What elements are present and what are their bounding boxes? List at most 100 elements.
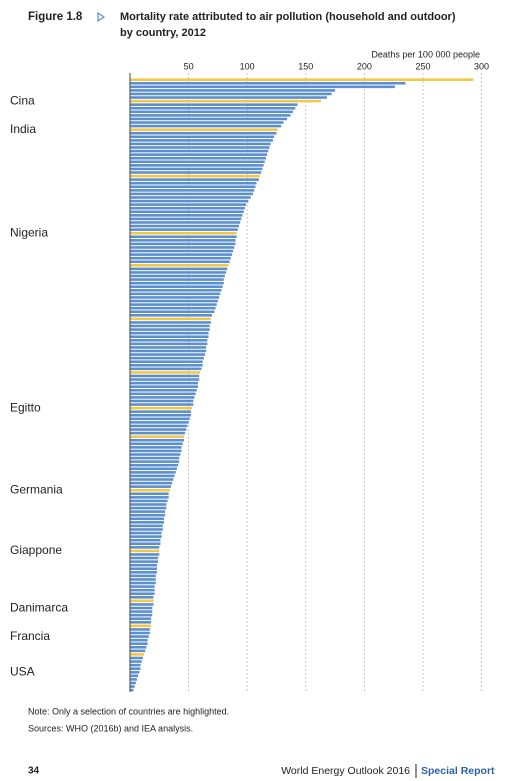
figure-marker xyxy=(97,11,106,23)
bar xyxy=(130,303,217,306)
bar xyxy=(130,178,259,181)
bar xyxy=(130,342,208,346)
bar xyxy=(130,592,155,596)
bar xyxy=(130,149,269,153)
bar xyxy=(130,156,266,160)
bar xyxy=(130,538,161,542)
bar xyxy=(130,410,191,413)
bar xyxy=(130,103,298,106)
bar xyxy=(130,685,135,688)
bar xyxy=(130,214,243,217)
bar xyxy=(130,181,257,185)
bar xyxy=(130,424,188,428)
bar xyxy=(130,292,221,296)
bar xyxy=(130,631,150,635)
bar xyxy=(130,124,282,128)
chart-title: by country, 2012 xyxy=(120,27,206,39)
bar xyxy=(130,613,153,617)
bar xyxy=(130,506,167,510)
bar xyxy=(130,96,327,99)
bar xyxy=(130,638,148,642)
category-label: Francia xyxy=(10,629,50,643)
bar xyxy=(130,406,193,410)
bar xyxy=(130,581,156,585)
bar xyxy=(130,585,155,588)
bar xyxy=(130,167,263,171)
bar xyxy=(130,338,208,342)
bar xyxy=(130,667,141,670)
bar xyxy=(130,264,229,267)
bar xyxy=(130,549,160,553)
bar xyxy=(130,388,197,392)
bar xyxy=(130,674,139,678)
bar xyxy=(130,624,152,628)
bar xyxy=(130,81,406,85)
bar xyxy=(130,260,230,264)
bar xyxy=(130,331,209,335)
category-label: India xyxy=(10,122,36,136)
bar xyxy=(130,392,196,396)
bar xyxy=(130,571,157,574)
bar xyxy=(130,653,145,656)
bar xyxy=(130,306,216,310)
bar xyxy=(130,92,332,96)
bar xyxy=(130,78,474,81)
bar xyxy=(130,385,198,388)
bar xyxy=(130,435,184,438)
bar xyxy=(130,456,180,460)
bar xyxy=(130,438,184,442)
bar xyxy=(130,431,186,435)
bar xyxy=(130,649,146,653)
bar xyxy=(130,510,166,513)
bar xyxy=(130,121,284,124)
bar xyxy=(130,488,170,492)
bar xyxy=(130,285,223,289)
bar xyxy=(130,531,162,535)
bar xyxy=(130,217,242,221)
bar xyxy=(130,274,225,278)
bar xyxy=(130,503,167,506)
bar xyxy=(130,153,268,156)
bar xyxy=(130,553,160,556)
bar xyxy=(130,281,224,285)
bar xyxy=(130,224,239,228)
x-tick-label: 300 xyxy=(474,61,489,71)
bar xyxy=(130,588,155,592)
bar xyxy=(130,267,228,271)
bar xyxy=(130,574,156,578)
figure-label: Figure 1.8 xyxy=(28,11,83,23)
bar xyxy=(130,378,200,381)
bar xyxy=(130,114,291,117)
bar xyxy=(130,278,224,281)
x-tick-label: 100 xyxy=(240,61,255,71)
chart-title: Mortality rate attributed to air polluti… xyxy=(120,11,456,23)
x-axis-label: Deaths per 100 000 people xyxy=(371,49,480,59)
bar xyxy=(130,492,169,496)
bar xyxy=(130,346,207,349)
bar xyxy=(130,403,194,406)
bar xyxy=(130,356,204,360)
bar xyxy=(130,688,134,692)
bar xyxy=(130,253,232,256)
bar xyxy=(130,621,152,624)
bar xyxy=(130,271,227,274)
bar xyxy=(130,642,148,645)
bar xyxy=(130,246,235,249)
bar xyxy=(130,645,147,649)
bar xyxy=(130,542,161,546)
bar xyxy=(130,460,180,463)
bar xyxy=(130,656,143,660)
bar xyxy=(130,367,202,371)
bar xyxy=(130,563,157,567)
category-label: Germania xyxy=(10,482,63,496)
bar xyxy=(130,160,265,164)
bar xyxy=(130,599,154,603)
bar xyxy=(130,496,169,499)
bar xyxy=(130,189,255,192)
bar xyxy=(130,196,251,199)
series-name: Special Report xyxy=(421,765,495,777)
bar xyxy=(130,660,142,663)
bar xyxy=(130,413,191,417)
x-tick-label: 250 xyxy=(415,61,430,71)
